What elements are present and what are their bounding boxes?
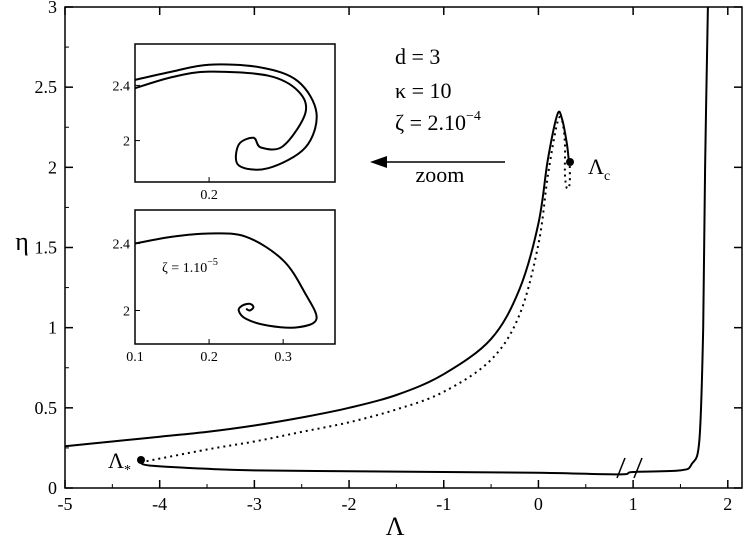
x-tick-label: -3 <box>247 494 262 514</box>
label-lambda-c: Λc <box>588 154 610 184</box>
x-tick-label: 0 <box>534 494 543 514</box>
annotation-d: d = 3 <box>395 44 440 69</box>
point-lambda-c <box>566 158 574 166</box>
inset-bottom-annotation: ζ = 1.10−5 <box>162 257 218 276</box>
annotation-kappa: κ = 10 <box>395 78 452 103</box>
x-axis-label: Λ <box>386 512 405 538</box>
y-tick-label: 1.5 <box>35 238 58 258</box>
x-tick-label: 1 <box>629 494 638 514</box>
inset-series-line <box>134 63 318 171</box>
x-tick-label: 2 <box>723 494 732 514</box>
series-line-2 <box>140 6 709 476</box>
series-line-0 <box>64 110 571 448</box>
x-tick-label: -2 <box>342 494 357 514</box>
inset-y-tick-label: 2 <box>123 135 130 150</box>
inset-y-tick-label: 2.4 <box>113 79 131 94</box>
x-tick-label: -4 <box>152 494 167 514</box>
x-tick-label: -5 <box>58 494 73 514</box>
inset-x-tick-label: 0.1 <box>126 350 144 365</box>
inset-bottom-frame <box>134 209 336 345</box>
y-tick-label: 2.5 <box>35 77 58 97</box>
y-axis-label: η <box>15 227 29 256</box>
x-tick-label: -1 <box>436 494 451 514</box>
inset-series-line <box>134 232 318 329</box>
series-line-1 <box>140 115 571 464</box>
zoom-label: zoom <box>416 162 465 187</box>
y-tick-label: 1 <box>48 318 57 338</box>
label-lambda-star: Λ* <box>108 448 131 478</box>
point-lambda-star <box>137 456 145 464</box>
inset-x-tick-label: 0.2 <box>200 350 218 365</box>
inset-x-tick-label: 0.3 <box>274 350 292 365</box>
annotation-zeta: ζ = 2.10−4 <box>395 109 481 135</box>
axis-break-mark-left <box>616 457 626 479</box>
y-tick-label: 0.5 <box>35 398 58 418</box>
inset-y-tick-label: 2 <box>123 305 130 320</box>
y-tick-label: 2 <box>48 157 57 177</box>
axis-break-mark-right <box>633 457 643 479</box>
inset-x-tick-label: 0.2 <box>200 188 218 203</box>
y-tick-label: 3 <box>48 0 57 17</box>
inset-y-tick-label: 2.4 <box>113 238 131 253</box>
y-tick-label: 0 <box>48 478 57 498</box>
zoom-arrowhead <box>370 156 387 168</box>
